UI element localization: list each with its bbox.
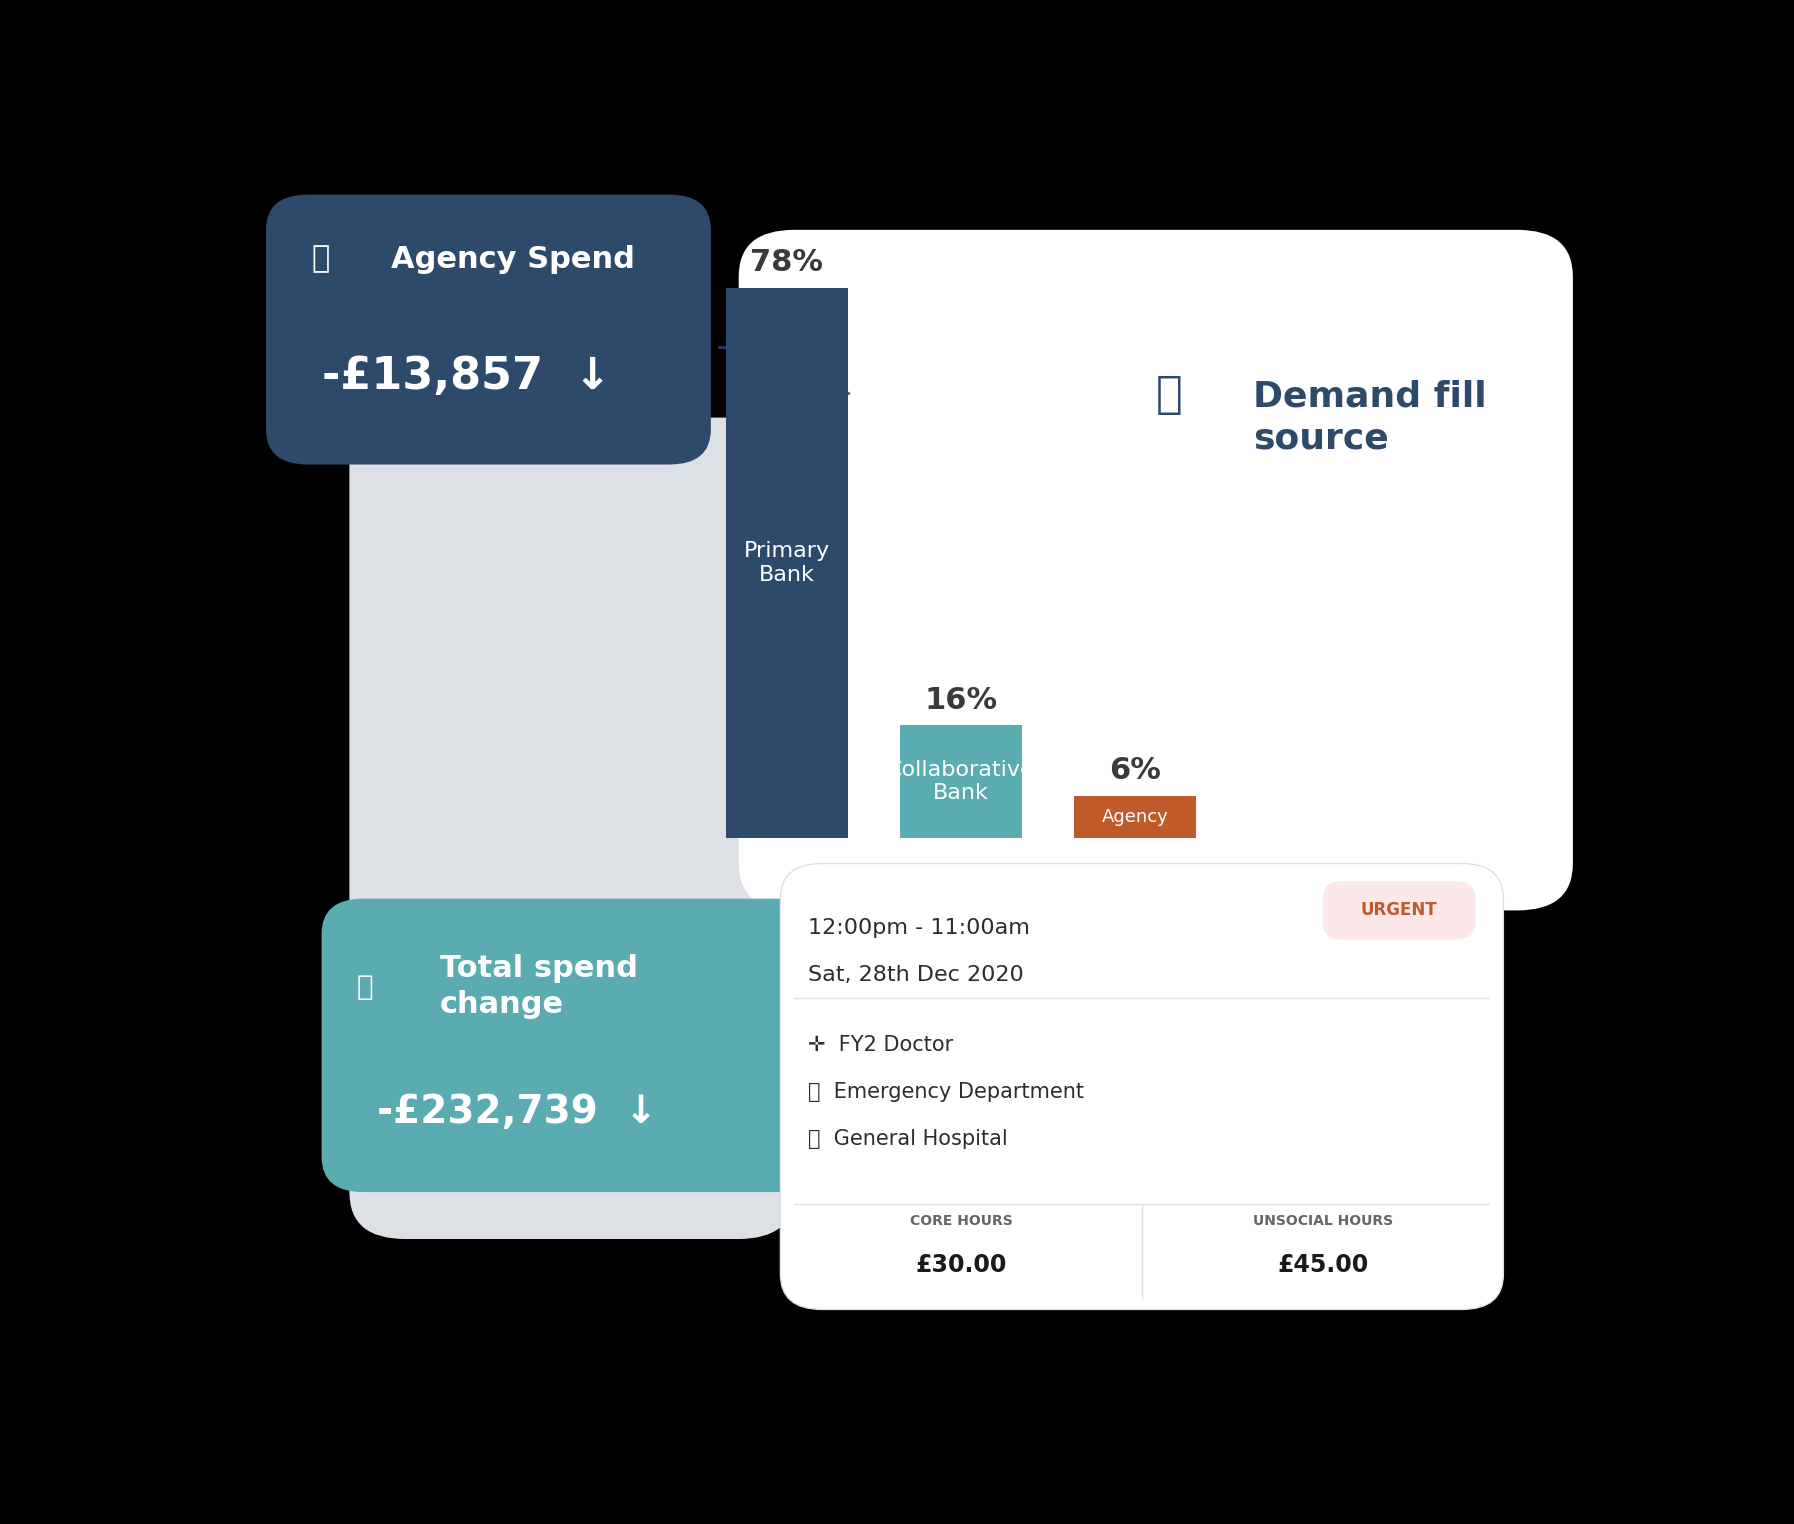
Text: 🔍: 🔍	[1155, 372, 1182, 416]
Text: Primary
Bank: Primary Bank	[745, 541, 831, 585]
FancyBboxPatch shape	[780, 864, 1503, 1309]
Text: 12:00pm - 11:00am: 12:00pm - 11:00am	[807, 917, 1030, 939]
Text: 6%: 6%	[1109, 756, 1161, 785]
FancyBboxPatch shape	[266, 195, 710, 465]
Text: Total spend
change: Total spend change	[440, 954, 637, 1020]
Text: £30.00: £30.00	[915, 1253, 1006, 1277]
Text: ✛  FY2 Doctor: ✛ FY2 Doctor	[807, 1035, 953, 1056]
Text: URGENT: URGENT	[1362, 901, 1437, 919]
Bar	[901, 725, 1023, 838]
Text: Sat, 28th Dec 2020: Sat, 28th Dec 2020	[807, 965, 1024, 985]
FancyBboxPatch shape	[739, 230, 1573, 910]
Text: ⬛: ⬛	[312, 245, 330, 274]
Text: -£13,857  ↓: -£13,857 ↓	[321, 355, 610, 398]
Text: ⬜  Emergency Department: ⬜ Emergency Department	[807, 1082, 1084, 1102]
Text: 78%: 78%	[750, 248, 823, 277]
Text: CORE HOURS: CORE HOURS	[910, 1215, 1012, 1228]
Bar	[1075, 796, 1197, 838]
Bar	[727, 288, 849, 838]
Text: £45.00: £45.00	[1277, 1253, 1369, 1277]
FancyBboxPatch shape	[350, 418, 795, 1239]
Text: Demand fill
source: Demand fill source	[1252, 379, 1487, 456]
FancyBboxPatch shape	[1322, 881, 1475, 940]
Text: -£232,739  ↓: -£232,739 ↓	[377, 1093, 658, 1131]
Text: 16%: 16%	[924, 686, 997, 715]
Text: 💷: 💷	[357, 972, 373, 1001]
Text: Collaborative
Bank: Collaborative Bank	[886, 760, 1035, 803]
FancyBboxPatch shape	[321, 899, 822, 1192]
Text: Agency: Agency	[1102, 808, 1168, 826]
Text: UNSOCIAL HOURS: UNSOCIAL HOURS	[1252, 1215, 1392, 1228]
Text: 📍  General Hospital: 📍 General Hospital	[807, 1129, 1008, 1149]
Text: Agency Spend: Agency Spend	[391, 245, 635, 274]
